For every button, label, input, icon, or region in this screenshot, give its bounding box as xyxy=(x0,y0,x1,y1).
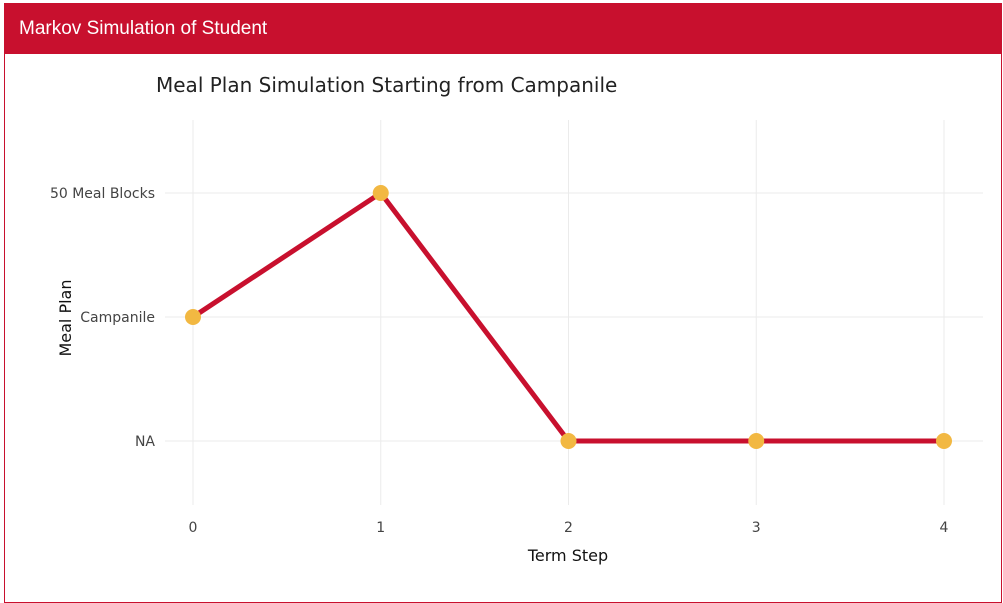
data-point xyxy=(560,433,577,449)
grid xyxy=(165,120,983,505)
y-axis-title: Meal Plan xyxy=(56,279,75,356)
y-tick-label: 50 Meal Blocks xyxy=(50,186,155,202)
x-axis-title: Term Step xyxy=(527,546,608,565)
data-point xyxy=(185,309,201,325)
chart-card: Markov Simulation of Student xyxy=(4,3,1002,603)
data-point xyxy=(748,433,765,449)
y-tick-label: Campanile xyxy=(80,310,155,326)
card-header: Markov Simulation of Student xyxy=(5,4,1001,54)
data-point xyxy=(936,433,952,449)
x-tick-label: 1 xyxy=(376,520,385,536)
x-tick-label: 3 xyxy=(752,520,761,536)
x-tick-label: 4 xyxy=(940,520,949,536)
x-axis-ticks: 0 1 2 3 4 xyxy=(189,520,949,536)
meal-plan-chart: Meal Plan Simulation Starting from Campa… xyxy=(50,73,983,565)
series-group xyxy=(185,185,952,449)
app-title: Markov Simulation of Student xyxy=(19,18,268,39)
y-axis-ticks: NA Campanile 50 Meal Blocks xyxy=(50,186,155,450)
x-tick-label: 2 xyxy=(564,520,573,536)
chart-title: Meal Plan Simulation Starting from Campa… xyxy=(156,73,617,97)
data-point xyxy=(372,185,389,201)
x-tick-label: 0 xyxy=(189,520,198,536)
y-tick-label: NA xyxy=(135,434,155,450)
